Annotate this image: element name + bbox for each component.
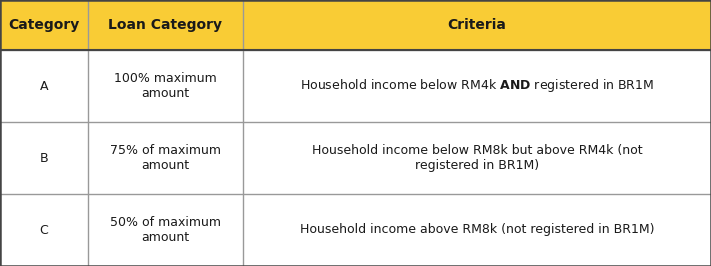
Text: Household income below RM8k but above RM4k (not
registered in BR1M): Household income below RM8k but above RM…	[311, 144, 642, 172]
Bar	[243, 50, 711, 122]
Text: A: A	[40, 80, 48, 93]
Text: C: C	[40, 223, 48, 236]
Bar	[88, 0, 243, 50]
Text: 75% of maximum
amount: 75% of maximum amount	[110, 144, 221, 172]
Bar	[88, 194, 243, 266]
Text: Household income below RM4k $\mathbf{AND}$ registered in BR1M: Household income below RM4k $\mathbf{AND…	[300, 77, 654, 94]
Bar	[88, 50, 243, 122]
Bar	[0, 0, 88, 50]
Text: B: B	[40, 152, 48, 164]
Text: Category: Category	[9, 18, 80, 32]
Bar	[0, 194, 88, 266]
Bar	[243, 0, 711, 50]
Text: Criteria: Criteria	[447, 18, 506, 32]
Bar	[0, 50, 88, 122]
Text: 100% maximum
amount: 100% maximum amount	[114, 72, 217, 100]
Text: Loan Category: Loan Category	[109, 18, 223, 32]
Bar	[0, 122, 88, 194]
Bar	[243, 194, 711, 266]
Text: Household income above RM8k (not registered in BR1M): Household income above RM8k (not registe…	[300, 223, 654, 236]
Text: 50% of maximum
amount: 50% of maximum amount	[110, 216, 221, 244]
Bar	[243, 122, 711, 194]
Bar	[88, 122, 243, 194]
